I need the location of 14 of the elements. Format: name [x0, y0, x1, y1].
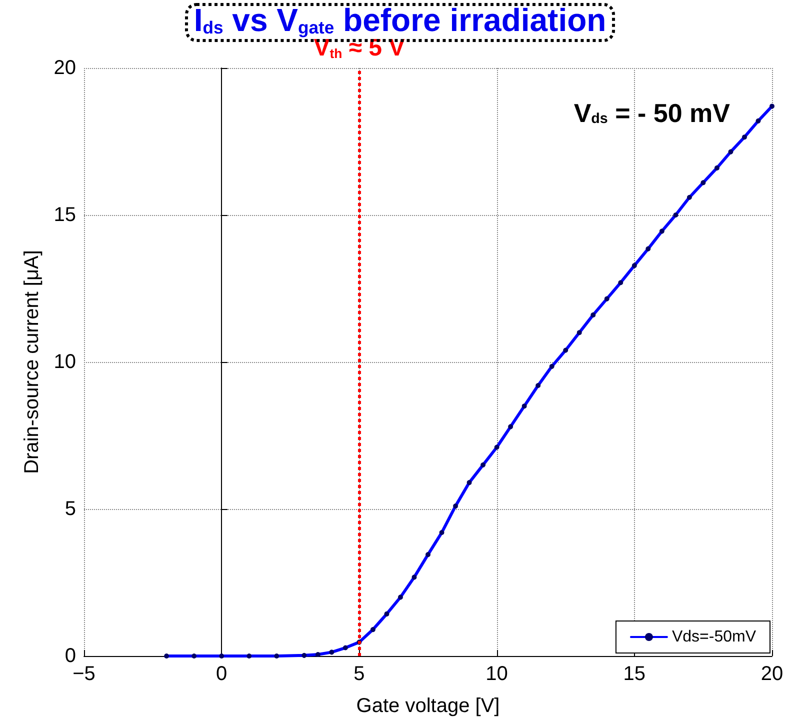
- x-tick-label: 20: [760, 663, 784, 685]
- x-tick-label: 5: [354, 663, 365, 685]
- y-tick-label: 5: [64, 498, 76, 520]
- y-tick-label: 10: [54, 351, 76, 373]
- chart-title: Ids vs Vgate before irradiation: [194, 2, 606, 38]
- y-tick-label: 20: [54, 57, 76, 79]
- x-tick-label: 10: [486, 663, 508, 685]
- x-tick-label: 15: [623, 663, 646, 685]
- x-tick-label: 0: [216, 663, 228, 685]
- legend-label: Vds=-50mV: [672, 628, 756, 646]
- y-tick-label: 15: [54, 204, 76, 226]
- y-axis-title: Drain-source current [μA]: [21, 250, 43, 474]
- x-axis-title: Gate voltage [V]: [356, 695, 500, 717]
- annotation: Vds = - 50 mV: [574, 98, 731, 128]
